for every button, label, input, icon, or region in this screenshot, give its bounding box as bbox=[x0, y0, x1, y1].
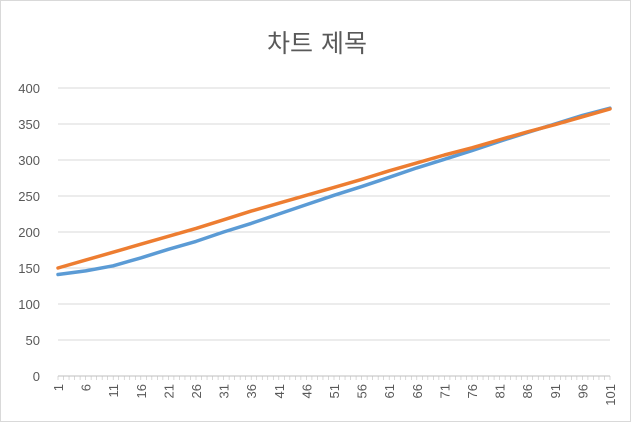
x-tick-label: 21 bbox=[161, 384, 176, 398]
x-tick-label: 36 bbox=[244, 384, 259, 398]
y-tick-label: 150 bbox=[18, 261, 40, 276]
y-tick-label: 400 bbox=[18, 81, 40, 96]
x-tick-label: 46 bbox=[299, 384, 314, 398]
x-tick-label: 26 bbox=[189, 384, 204, 398]
x-tick-label: 11 bbox=[106, 384, 121, 398]
x-tick-label: 76 bbox=[465, 384, 480, 398]
x-tick-label: 71 bbox=[437, 384, 452, 398]
x-tick-label: 91 bbox=[548, 384, 563, 398]
y-tick-label: 50 bbox=[26, 333, 40, 348]
series-lines bbox=[56, 106, 612, 277]
x-tick-label: 1 bbox=[51, 384, 66, 391]
x-tick-label: 66 bbox=[410, 384, 425, 398]
x-tick-label: 31 bbox=[217, 384, 232, 398]
chart-title: 차트 제목 bbox=[267, 29, 367, 58]
x-tick-label: 86 bbox=[520, 384, 535, 398]
x-tick-label: 61 bbox=[382, 384, 397, 398]
x-tick-label: 41 bbox=[272, 384, 287, 398]
series-line-2 bbox=[56, 107, 612, 270]
y-tick-label: 300 bbox=[18, 153, 40, 168]
y-tick-label: 350 bbox=[18, 117, 40, 132]
x-tick-label: 51 bbox=[327, 384, 342, 398]
x-tick-label: 96 bbox=[575, 384, 590, 398]
x-tick-label: 16 bbox=[134, 384, 149, 398]
x-tick-label: 101 bbox=[603, 384, 618, 406]
x-tick-label: 6 bbox=[79, 384, 94, 391]
x-tick-label: 56 bbox=[355, 384, 370, 398]
y-tick-label: 100 bbox=[18, 297, 40, 312]
y-tick-label: 200 bbox=[18, 225, 40, 240]
y-tick-label: 250 bbox=[18, 189, 40, 204]
y-tick-label: 0 bbox=[33, 369, 40, 384]
x-tick-label: 81 bbox=[493, 384, 508, 398]
